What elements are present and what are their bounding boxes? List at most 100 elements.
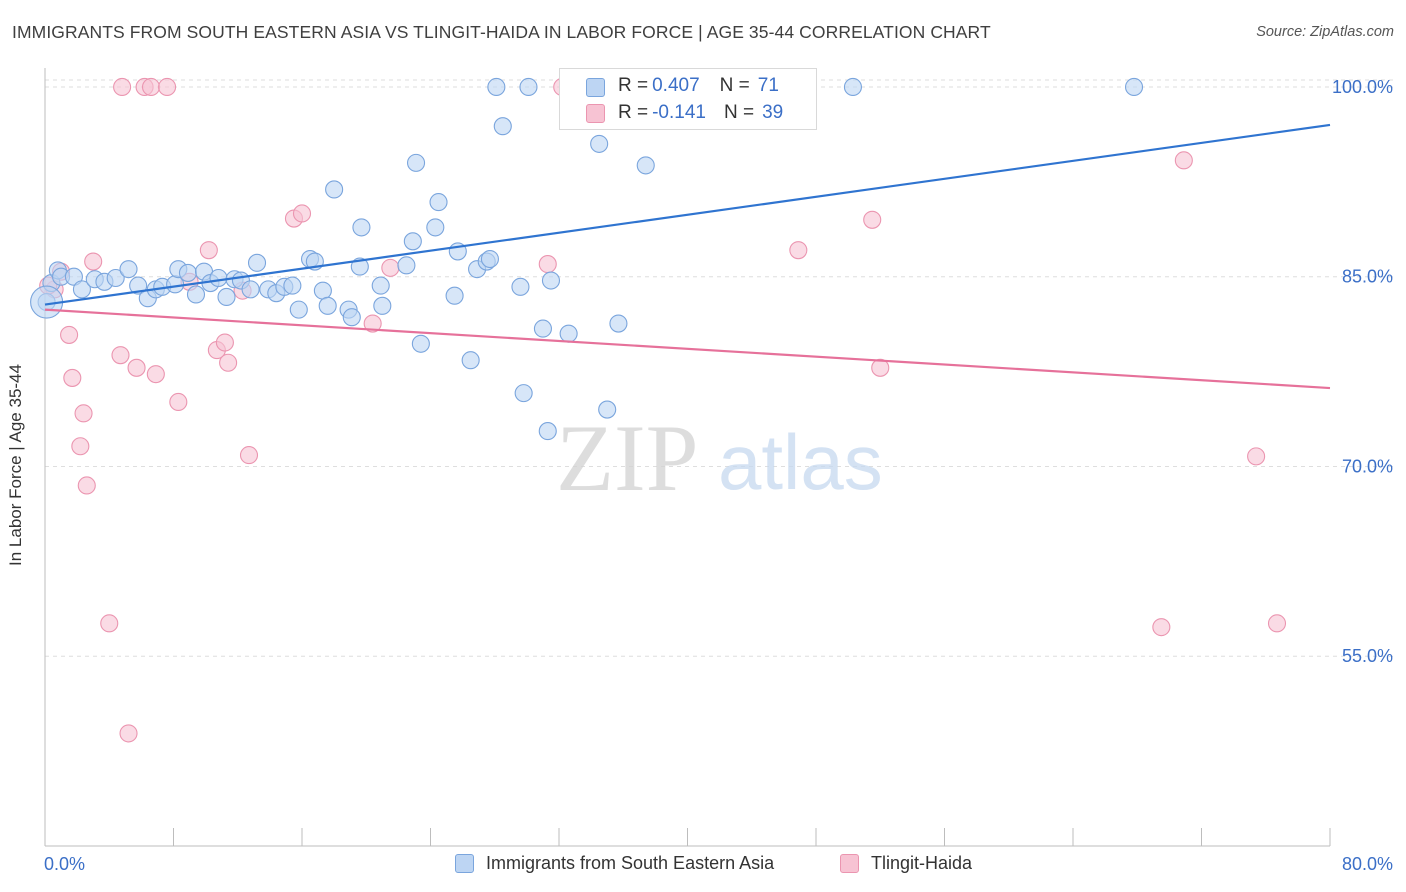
tlingit-haida-point (863, 210, 882, 229)
immigrants-sea-point (636, 156, 655, 175)
immigrants-sea-point (538, 422, 557, 441)
legend-item-immigrants: Immigrants from South Eastern Asia (455, 853, 774, 874)
tlingit-haida-point (169, 392, 188, 412)
legend-swatch-pink (840, 854, 859, 873)
tlingit-haida-point (84, 252, 103, 271)
immigrants-sea-point (445, 286, 464, 305)
axes (44, 68, 1331, 847)
stats-pink-n-label: N = (723, 102, 755, 123)
stats-blue-r-value: 0.407 (652, 75, 700, 96)
tlingit-haida-point (119, 724, 138, 743)
immigrants-sea-point (429, 193, 448, 212)
tlingit-haida-point (1152, 618, 1171, 637)
stats-blue-swatch (586, 78, 605, 97)
stats-pink-row: R = -0.141 N = 39 (618, 100, 783, 126)
trend-lines (44, 123, 1331, 390)
tlingit-haida-point (71, 437, 90, 456)
tlingit-haida-point (381, 258, 400, 277)
y-tick-label: 70.0% (1342, 456, 1393, 476)
immigrants-sea-point (352, 218, 371, 237)
immigrants-sea-point (559, 324, 578, 343)
y-tick-label: 55.0% (1342, 646, 1393, 666)
tlingit-haida-point (141, 77, 161, 97)
immigrants-sea-point (72, 280, 91, 299)
tlingit-haida-point (1267, 614, 1287, 633)
legend-label-tlingit: Tlingit-Haida (871, 853, 973, 873)
tlingit-haida-point (871, 358, 890, 377)
tlingit-haida-point (292, 204, 312, 223)
tlingit-haida-point (215, 333, 234, 352)
immigrants-sea-point (843, 77, 862, 97)
y-tick-label: 100.0% (1332, 77, 1393, 97)
gridlines (45, 79, 1394, 657)
immigrants-sea-point (318, 296, 337, 315)
immigrants-sea-point (371, 276, 390, 295)
x-tick-label: 80.0% (1342, 854, 1393, 874)
stats-blue-row: R = 0.407 N = 71 (618, 73, 779, 99)
immigrants-sea-point (480, 249, 499, 269)
stats-pink-swatch (586, 104, 605, 123)
tlingit-haida-point (127, 358, 146, 377)
tlingit-haida-point (219, 353, 238, 372)
tlingit-haida-point (113, 77, 132, 97)
immigrants-sea-point (342, 308, 361, 327)
stats-blue-n-label: N = (719, 75, 750, 96)
immigrants-sea-point (461, 351, 480, 370)
stats-pink-r-value: -0.141 (652, 102, 706, 123)
immigrants-sea-point (487, 77, 506, 97)
immigrants-sea-point (411, 334, 430, 353)
tick-labels: 55.0% 70.0% 85.0% 100.0% 0.0% 80.0% (44, 77, 1393, 874)
watermark-atlas: atlas (718, 418, 883, 506)
legend-item-tlingit: Tlingit-Haida (840, 853, 972, 874)
immigrants-sea-point (403, 232, 422, 251)
stats-blue-r-label: R = (618, 75, 649, 96)
immigrants-sea-point (186, 285, 206, 304)
immigrants-sea-point (541, 271, 561, 290)
tlingit-haida-point (538, 255, 557, 274)
immigrants-sea-point (598, 400, 617, 419)
immigrants-sea-point (406, 153, 426, 172)
y-tick-label: 85.0% (1342, 267, 1393, 287)
tlingit-haida-point (1174, 151, 1193, 170)
immigrants-sea-point (609, 314, 628, 333)
legend-swatch-blue (455, 854, 474, 873)
immigrants-sea-point (350, 257, 369, 276)
legend-label-immigrants: Immigrants from South Eastern Asia (486, 853, 775, 873)
tlingit-haida-point (146, 365, 165, 384)
stats-pink-r-label: R = (618, 102, 649, 123)
trend-line-tlingit (44, 308, 1331, 390)
chart-legend: Immigrants from South Eastern Asia Tling… (0, 850, 1406, 880)
tlingit-haida-point (158, 77, 177, 97)
immigrants-sea-point (493, 117, 512, 136)
stats-blue-n-value: 71 (757, 75, 779, 96)
immigrants-sea-point (247, 253, 267, 272)
immigrants-sea-point (397, 256, 416, 275)
immigrants-sea-point (325, 180, 344, 199)
immigrants-sea-point (106, 268, 125, 288)
immigrants-sea-point (241, 280, 260, 299)
tlingit-haida-point (363, 314, 382, 333)
immigrants-sea-point (590, 134, 609, 153)
immigrants-sea-point (426, 218, 445, 237)
tlingit-haida-point (100, 614, 119, 633)
tlingit-haida-point (1247, 447, 1266, 466)
x-tick-label: 0.0% (44, 854, 85, 874)
immigrants-sea-point (511, 277, 530, 296)
tlingit-haida-point (239, 446, 259, 465)
immigrants-sea-point (1124, 77, 1144, 97)
tlingit-haida-point (111, 346, 130, 365)
immigrants-sea-point (209, 268, 228, 288)
immigrants-sea-point (283, 276, 302, 295)
immigrants-sea-point (217, 287, 236, 307)
watermark-zip: ZIP (556, 405, 699, 511)
tlingit-haida-point (60, 325, 79, 344)
tlingit-haida-point (74, 404, 93, 423)
immigrants-sea-point (178, 263, 198, 282)
tlingit-haida-point (63, 368, 82, 387)
tlingit-haida-point (199, 241, 218, 260)
immigrants-sea-point (313, 281, 332, 300)
tlingit-haida-point (77, 476, 96, 495)
y-axis-label: In Labor Force | Age 35-44 (6, 364, 25, 566)
immigrants-sea-points (30, 77, 1144, 441)
